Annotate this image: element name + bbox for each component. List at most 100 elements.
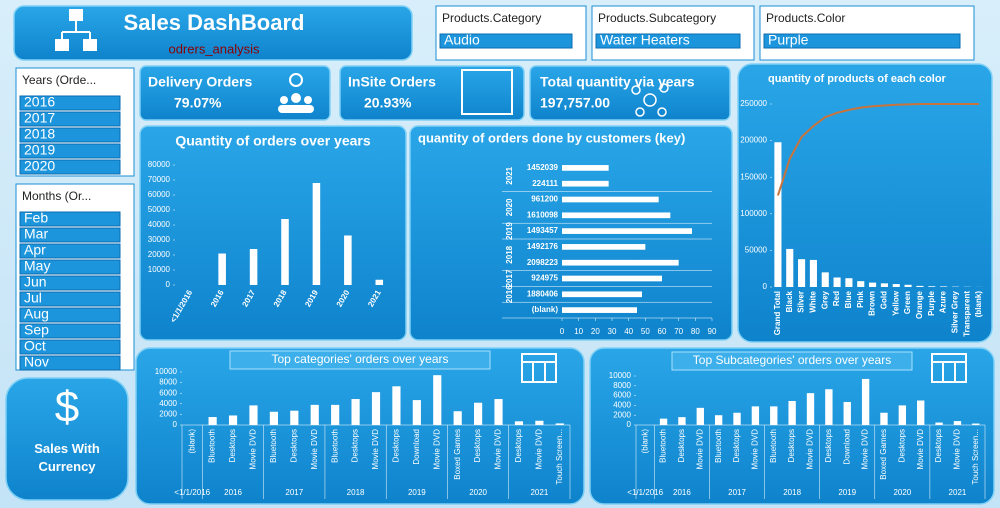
group-label: 2021 [530, 488, 548, 497]
slicer-item-label: Water Heaters [600, 32, 690, 48]
x-tick-label: (blank) [974, 291, 983, 318]
y-tick-label: 30000 [148, 235, 171, 244]
kpi-panel [529, 65, 731, 121]
slicer-item-label: 2018 [24, 126, 55, 142]
bar [786, 248, 794, 287]
y-tick-label: 10000 [148, 265, 171, 274]
calendar-icon [521, 353, 557, 383]
bar [474, 402, 483, 425]
bar [880, 412, 888, 425]
slicer-item[interactable] [19, 143, 121, 159]
slicer-item[interactable] [19, 307, 121, 323]
kpi-panel [339, 65, 525, 121]
slicer-item[interactable] [595, 33, 741, 49]
bar [953, 421, 962, 425]
x-tick-label: Green [903, 291, 912, 314]
y-tick-label: 6000 [159, 388, 177, 397]
bar [562, 180, 609, 187]
y-tick-label: 1493457 [527, 226, 559, 235]
x-tick-label: Red [832, 291, 841, 306]
slicer-item[interactable] [19, 259, 121, 275]
x-tick-label: Movie DVD [916, 429, 925, 470]
bar [562, 307, 637, 313]
org-icon [55, 9, 97, 51]
slicer [591, 5, 755, 61]
slicer-item[interactable] [19, 127, 121, 143]
people-icon [278, 73, 314, 113]
slicer-item[interactable] [19, 323, 121, 339]
bar [714, 415, 723, 425]
chart-title: quantity of products of each color [768, 73, 947, 85]
slicer-item[interactable] [19, 243, 121, 259]
bar [228, 415, 238, 425]
x-tick-label: Movie DVD [494, 429, 503, 470]
bar [809, 259, 817, 287]
y-tick-label: 8000 [159, 378, 177, 387]
x-tick-label: Grand Total [773, 291, 782, 335]
bar [972, 423, 980, 425]
slicer-item[interactable] [19, 339, 121, 355]
x-tick-label: Desktops [732, 429, 741, 462]
slicer-item[interactable] [19, 355, 121, 371]
y-tick-label: 1452039 [527, 163, 559, 172]
x-tick-label: (blank) [640, 429, 649, 454]
x-tick-label: Desktops [351, 429, 360, 462]
x-tick-label: (blank) [187, 429, 196, 454]
bar [562, 212, 671, 219]
slicer-item[interactable] [19, 211, 121, 227]
x-tick-label: Black [785, 290, 794, 312]
bar [281, 219, 289, 285]
y-tick-label: 924975 [531, 274, 558, 283]
y-tick-label: 50000 [745, 246, 768, 255]
currency-button[interactable] [5, 377, 129, 501]
y-tick-label: 150000 [740, 172, 767, 181]
bar [928, 286, 936, 287]
slicer-item[interactable] [19, 227, 121, 243]
kpi-value: 79.07% [174, 95, 222, 111]
chart-title: Top categories' orders over years [271, 352, 448, 366]
slicer-item-label: Feb [24, 210, 48, 226]
bar [375, 279, 384, 285]
bar [433, 375, 442, 425]
slicer-item[interactable] [19, 95, 121, 111]
slicer-item[interactable] [19, 291, 121, 307]
slicer-item[interactable] [763, 33, 961, 49]
slicer-item[interactable] [439, 33, 573, 49]
x-tick-label: 30 [608, 327, 617, 336]
bar [555, 423, 564, 425]
chart-title: Top Subcategories' orders over years [693, 353, 891, 367]
bar [562, 165, 609, 171]
slicer [435, 5, 587, 61]
x-tick-label: Brown [868, 291, 877, 316]
slicer-item[interactable] [19, 159, 121, 175]
x-tick-label: Desktops [934, 429, 943, 462]
kpi-label: Total quantity via years [540, 74, 695, 90]
x-tick-label: Bluetooth [269, 429, 278, 463]
x-tick-label: 50 [641, 327, 650, 336]
x-tick-label: Yellow [891, 290, 900, 316]
bar [562, 228, 692, 234]
slicer-item-label: Oct [24, 338, 46, 354]
bar [659, 418, 668, 425]
bar [833, 277, 841, 287]
x-tick-label: 40 [624, 327, 633, 336]
button-label[interactable]: Sales With Currency [34, 441, 100, 474]
bar [351, 399, 360, 425]
y-tick-label: 1610098 [527, 210, 559, 219]
x-tick-label: 10 [574, 327, 583, 336]
x-tick-label: Azure [939, 290, 948, 313]
group-label: 2019 [505, 222, 514, 240]
x-tick-label: Bluetooth [330, 429, 339, 463]
line [776, 103, 980, 196]
kpi-value: 20.93% [364, 95, 412, 111]
slicer-item[interactable] [19, 275, 121, 291]
x-tick-label: Pink [856, 290, 865, 307]
bar [806, 393, 815, 425]
bar [562, 259, 679, 266]
x-tick-label: Bluetooth [714, 429, 723, 463]
x-tick-label: Grey [820, 290, 829, 309]
x-tick-label: 70 [674, 327, 683, 336]
slicer-item-label: Apr [24, 242, 46, 258]
slicer-item[interactable] [19, 111, 121, 127]
y-tick-label: 0 [627, 420, 632, 429]
